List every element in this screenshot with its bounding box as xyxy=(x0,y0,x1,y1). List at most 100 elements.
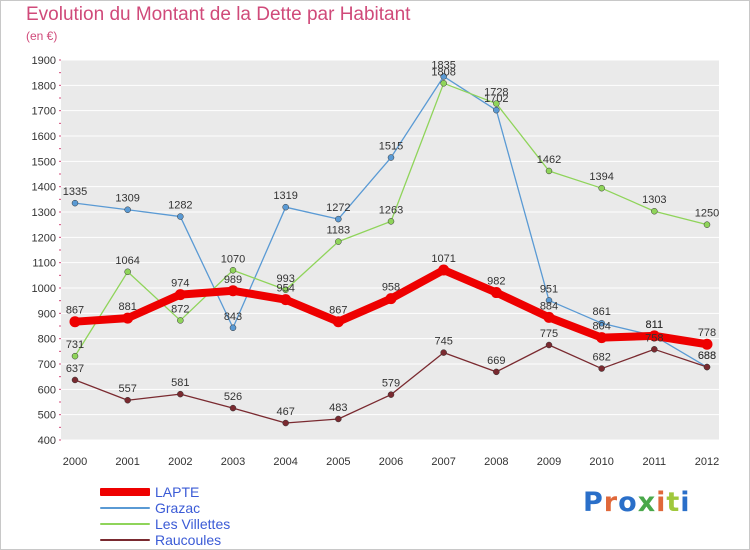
data-point xyxy=(229,324,237,332)
y-tick-label: 1600 xyxy=(32,131,56,143)
data-point xyxy=(490,287,502,299)
logo-letter: i xyxy=(680,487,691,518)
data-label: 669 xyxy=(487,355,505,367)
data-label: 467 xyxy=(276,406,294,418)
data-point xyxy=(545,167,553,175)
data-label: 1728 xyxy=(484,87,508,99)
data-label: 872 xyxy=(171,303,189,315)
data-label: 881 xyxy=(118,301,136,313)
data-point xyxy=(598,184,605,192)
data-label: 993 xyxy=(276,273,294,285)
data-label: 1282 xyxy=(168,200,192,212)
data-point xyxy=(596,332,608,344)
data-point xyxy=(598,319,605,327)
data-label: 1303 xyxy=(642,194,666,206)
data-label: 804 xyxy=(592,321,610,333)
logo-letter: o xyxy=(618,487,638,518)
data-label: 1702 xyxy=(484,93,508,105)
logo-letter: i xyxy=(656,487,667,518)
y-tick-label: 500 xyxy=(38,410,56,422)
data-point xyxy=(124,396,131,404)
logo-letter: t xyxy=(666,487,681,518)
logo-letter: x xyxy=(637,487,657,518)
plot-area xyxy=(61,60,719,440)
data-label: 1394 xyxy=(589,171,613,183)
y-tick-label: 1800 xyxy=(32,80,56,92)
y-tick-label: 1900 xyxy=(32,55,56,67)
legend-swatch xyxy=(100,488,150,496)
data-point xyxy=(282,203,289,211)
x-tick-label: 2001 xyxy=(115,456,139,468)
data-label: 867 xyxy=(329,305,347,317)
data-point xyxy=(387,391,395,398)
data-point xyxy=(651,346,658,353)
data-label: 1070 xyxy=(221,253,245,265)
data-point xyxy=(493,368,500,376)
data-label: 483 xyxy=(329,402,347,414)
data-label: 688 xyxy=(698,350,716,362)
data-label: 867 xyxy=(66,305,84,317)
legend-label: LAPTE xyxy=(155,484,200,500)
data-point xyxy=(335,238,342,245)
x-tick-label: 2003 xyxy=(221,456,245,468)
data-point xyxy=(440,349,447,356)
x-tick-label: 2012 xyxy=(695,456,719,468)
x-tick-label: 2008 xyxy=(484,456,508,468)
data-point xyxy=(227,285,239,297)
chart-title: Evolution du Montant de la Dette par Hab… xyxy=(26,4,411,25)
x-tick-label: 2010 xyxy=(589,456,613,468)
data-label: 775 xyxy=(540,328,558,340)
data-label: 579 xyxy=(382,378,400,390)
data-point xyxy=(335,415,342,423)
logo-letter: P xyxy=(583,487,604,518)
y-tick-label: 1500 xyxy=(32,156,56,168)
data-point xyxy=(282,419,289,427)
legend-label: Raucoules xyxy=(155,532,222,548)
legend-swatch xyxy=(100,507,150,509)
x-tick-label: 2005 xyxy=(326,456,350,468)
data-point xyxy=(701,338,713,350)
legend-label: Les Villettes xyxy=(155,516,231,532)
data-label: 1183 xyxy=(327,225,351,237)
data-label: 974 xyxy=(171,278,189,290)
y-tick-label: 600 xyxy=(38,384,56,396)
y-tick-label: 800 xyxy=(38,334,56,346)
y-tick-label: 1000 xyxy=(32,283,56,295)
data-point xyxy=(177,317,184,324)
data-label: 1515 xyxy=(379,141,403,153)
data-label: 811 xyxy=(646,319,664,331)
data-label: 1309 xyxy=(115,193,139,205)
data-point xyxy=(124,206,131,213)
data-label: 557 xyxy=(118,383,136,395)
x-tick-label: 2007 xyxy=(431,456,455,468)
data-point xyxy=(440,73,447,80)
logo-letter: r xyxy=(603,487,619,518)
data-label: 843 xyxy=(224,311,242,323)
data-point xyxy=(493,106,500,114)
data-point xyxy=(703,363,711,371)
data-point xyxy=(124,268,131,276)
data-label: 861 xyxy=(592,306,610,318)
data-point xyxy=(335,215,342,223)
y-tick-label: 1200 xyxy=(32,232,56,244)
x-tick-label: 2006 xyxy=(379,456,403,468)
data-point xyxy=(545,341,553,349)
legend-swatch xyxy=(100,523,150,525)
data-point xyxy=(71,352,79,360)
chart-unit: (en €) xyxy=(26,29,58,43)
data-point xyxy=(332,316,344,328)
data-point xyxy=(387,218,395,225)
data-point xyxy=(545,297,553,304)
y-tick-label: 400 xyxy=(38,435,56,447)
data-label: 1335 xyxy=(63,186,87,198)
data-label: 811 xyxy=(646,319,664,331)
data-label: 1319 xyxy=(273,190,297,202)
data-point xyxy=(174,289,186,301)
legend-swatch xyxy=(100,539,150,541)
y-tick-label: 1300 xyxy=(32,207,56,219)
data-label: 1808 xyxy=(431,66,455,78)
data-point xyxy=(385,293,397,305)
data-point xyxy=(543,311,555,323)
y-tick-label: 1700 xyxy=(32,106,56,118)
